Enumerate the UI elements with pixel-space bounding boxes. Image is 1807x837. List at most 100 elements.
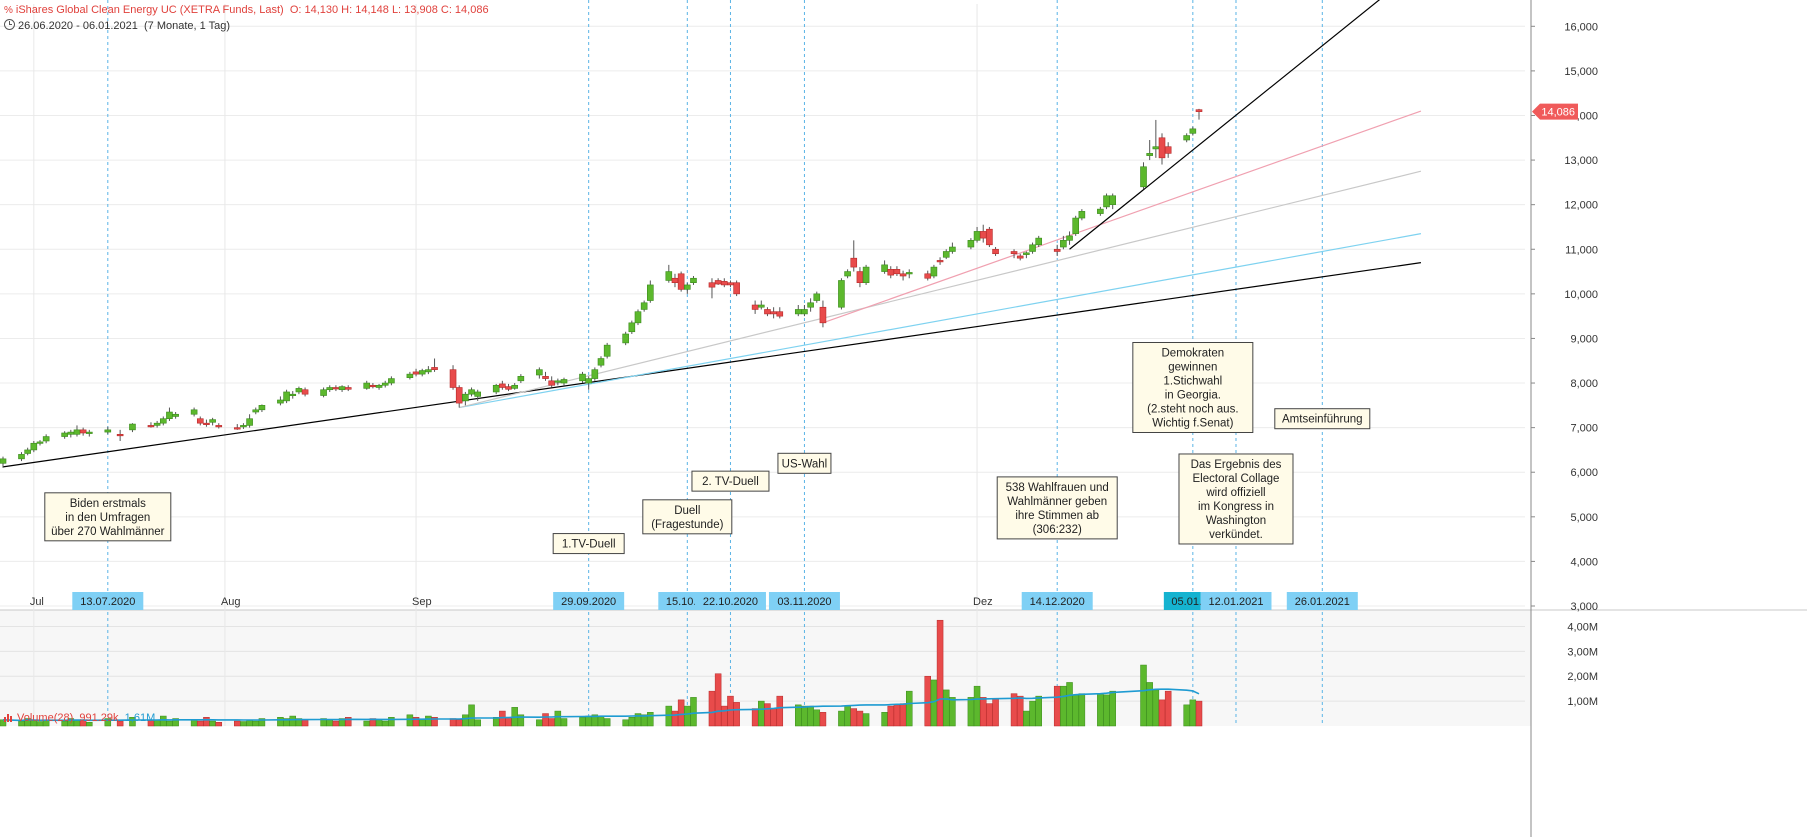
range-header: 26.06.2020 - 06.01.2021 (7 Monate, 1 Tag… bbox=[4, 19, 230, 32]
ohlc-values: O: 14,130 H: 14,148 L: 13,908 C: 14,086 bbox=[289, 4, 489, 16]
candle-body bbox=[1146, 153, 1153, 156]
candle-body bbox=[905, 272, 913, 275]
price-axis-label: 7,000 bbox=[1570, 423, 1598, 435]
volume-bar bbox=[905, 690, 913, 727]
event-date-label-bg bbox=[72, 592, 144, 610]
last-price-label: 14,086 bbox=[1541, 107, 1575, 119]
volume-bar bbox=[215, 722, 223, 727]
candle-body bbox=[73, 429, 81, 435]
candle-body bbox=[332, 387, 340, 390]
volume-bar bbox=[899, 703, 907, 727]
volume-bar bbox=[418, 719, 426, 727]
trendline bbox=[459, 170, 1422, 409]
volume-bar bbox=[924, 675, 931, 727]
event-note-box bbox=[777, 452, 832, 474]
candle-body bbox=[899, 273, 907, 277]
event-note-text: Biden erstmals bbox=[70, 498, 146, 510]
volume-bar bbox=[979, 697, 987, 727]
price-axis-label: 13,000 bbox=[1564, 155, 1598, 167]
volume-bar bbox=[468, 704, 475, 727]
volume-bar bbox=[160, 715, 167, 727]
candle-body bbox=[418, 370, 426, 375]
volume-bar bbox=[721, 705, 728, 727]
volume-bar bbox=[967, 697, 975, 727]
candle-body bbox=[585, 378, 592, 384]
candle-body bbox=[147, 425, 155, 428]
candle-body bbox=[166, 411, 173, 420]
volume-bar bbox=[388, 717, 395, 727]
candle-body bbox=[967, 240, 975, 248]
candle-body bbox=[449, 369, 457, 388]
candle-body bbox=[1097, 208, 1104, 214]
candle-body bbox=[622, 333, 629, 344]
volume-bar bbox=[714, 673, 722, 727]
candle-body bbox=[727, 282, 734, 286]
candle-body bbox=[203, 422, 210, 425]
volume-bar bbox=[431, 717, 438, 727]
volume-bar bbox=[1140, 664, 1147, 727]
candle-body bbox=[406, 373, 414, 378]
candle-body bbox=[233, 427, 241, 430]
candle-body bbox=[973, 231, 981, 241]
candle-body bbox=[468, 389, 475, 395]
event-note-text: wird offiziell bbox=[1205, 487, 1265, 499]
candle-body bbox=[628, 322, 636, 333]
event-note-box bbox=[1178, 453, 1294, 545]
candle-body bbox=[431, 367, 438, 370]
volume-bar bbox=[973, 685, 981, 727]
candle-body bbox=[61, 432, 68, 437]
candle-body bbox=[640, 302, 648, 310]
candle-body bbox=[492, 384, 500, 393]
candle-body bbox=[893, 269, 901, 275]
volume-bar bbox=[1189, 699, 1197, 727]
candle-body bbox=[930, 266, 938, 277]
volume-bar bbox=[1016, 695, 1024, 727]
candle-body bbox=[425, 369, 432, 373]
candle-body bbox=[690, 277, 697, 284]
candle-body bbox=[986, 228, 993, 246]
volume-bar bbox=[844, 705, 851, 727]
event-date-label-bg bbox=[694, 592, 766, 610]
volume-bar bbox=[647, 712, 654, 727]
volume-bar bbox=[1078, 693, 1086, 727]
month-label: Sep bbox=[412, 596, 432, 608]
candle-body bbox=[369, 384, 377, 388]
event-note-text: in den Umfragen bbox=[65, 512, 150, 524]
event-date-label-bg bbox=[1200, 592, 1272, 610]
volume-bar bbox=[813, 709, 821, 727]
candle-body bbox=[770, 311, 777, 315]
volume-bar bbox=[936, 619, 944, 727]
candle-body bbox=[844, 271, 851, 277]
volume-bar bbox=[536, 719, 543, 727]
event-date-label-bg bbox=[553, 592, 625, 610]
price-axis-label: 16,000 bbox=[1564, 21, 1598, 33]
event-note-box bbox=[642, 499, 733, 535]
event-note-text: verkündet. bbox=[1209, 529, 1263, 541]
candle-body bbox=[942, 251, 950, 258]
candle-body bbox=[258, 405, 266, 411]
event-note-text: ihre Stimmen ab bbox=[1015, 510, 1099, 522]
volume-bar bbox=[425, 715, 432, 727]
candle-body bbox=[714, 280, 722, 285]
candle-body bbox=[344, 387, 352, 390]
candle-body bbox=[1029, 244, 1036, 252]
event-date-label-bg bbox=[1021, 592, 1093, 610]
candle-body bbox=[560, 379, 568, 384]
volume-bar bbox=[992, 698, 999, 727]
event-note-text: Das Ergebnis des bbox=[1191, 459, 1282, 471]
candle-body bbox=[363, 382, 371, 389]
event-note-text: US-Wahl bbox=[782, 458, 828, 470]
month-label: Aug bbox=[221, 596, 241, 608]
volume-bar bbox=[548, 718, 555, 727]
volume-bar bbox=[505, 717, 512, 727]
volume-bar bbox=[542, 713, 549, 727]
volume-bar bbox=[197, 720, 204, 727]
candle-body bbox=[277, 399, 284, 404]
event-date-label: 12.01.2021 bbox=[1208, 596, 1263, 608]
candle-body bbox=[979, 231, 987, 239]
volume-bar bbox=[807, 705, 814, 727]
volume-bar bbox=[708, 690, 716, 727]
candle-body bbox=[838, 280, 845, 308]
volume-bar bbox=[1060, 685, 1067, 727]
candle-body bbox=[301, 389, 309, 395]
